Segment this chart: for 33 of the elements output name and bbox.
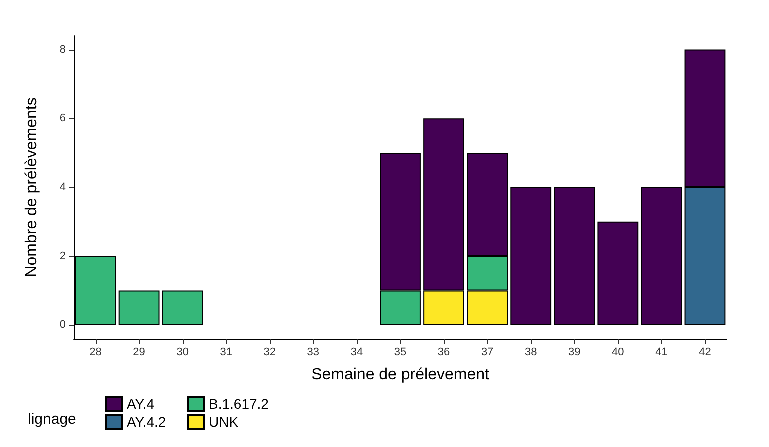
bar bbox=[641, 188, 682, 326]
y-tick-label: 0 bbox=[60, 319, 66, 332]
x-tick-label: 42 bbox=[699, 346, 712, 358]
x-tick-label: 31 bbox=[220, 346, 232, 358]
bar bbox=[510, 188, 552, 326]
x-tick-label: 29 bbox=[133, 346, 146, 358]
bar bbox=[598, 222, 639, 326]
y-tick-label: 2 bbox=[60, 250, 66, 262]
x-tick-label: 30 bbox=[176, 346, 189, 358]
y-tick-label: 8 bbox=[60, 44, 66, 56]
x-tick-label: 33 bbox=[307, 346, 320, 358]
x-tick-label: 39 bbox=[568, 346, 581, 358]
x-tick-label: 32 bbox=[264, 346, 276, 358]
legend-label: AY.4 bbox=[127, 396, 155, 412]
y-tick-label: 4 bbox=[60, 182, 66, 194]
y-tick-label: 6 bbox=[60, 112, 66, 125]
x-tick-label: 34 bbox=[350, 346, 364, 358]
x-tick-label: 41 bbox=[656, 346, 668, 358]
bar bbox=[554, 188, 596, 326]
legend-label: AY.4.2 bbox=[127, 414, 166, 430]
legend-label: B.1.617.2 bbox=[209, 396, 270, 412]
y-axis-title: Nombre de prélèvements bbox=[24, 98, 40, 278]
x-tick-label: 35 bbox=[394, 346, 407, 358]
legend-label: UNK bbox=[209, 414, 240, 430]
legend-title: lignage bbox=[28, 411, 76, 428]
x-tick-label: 38 bbox=[524, 346, 538, 358]
x-tick-label: 36 bbox=[438, 346, 450, 358]
x-tick-label: 37 bbox=[481, 346, 494, 358]
bar bbox=[162, 290, 204, 326]
bar bbox=[118, 290, 160, 326]
x-tick-label: 40 bbox=[612, 346, 624, 358]
x-axis-title: Semaine de prélevement bbox=[312, 366, 490, 384]
x-tick-label: 28 bbox=[90, 346, 102, 358]
